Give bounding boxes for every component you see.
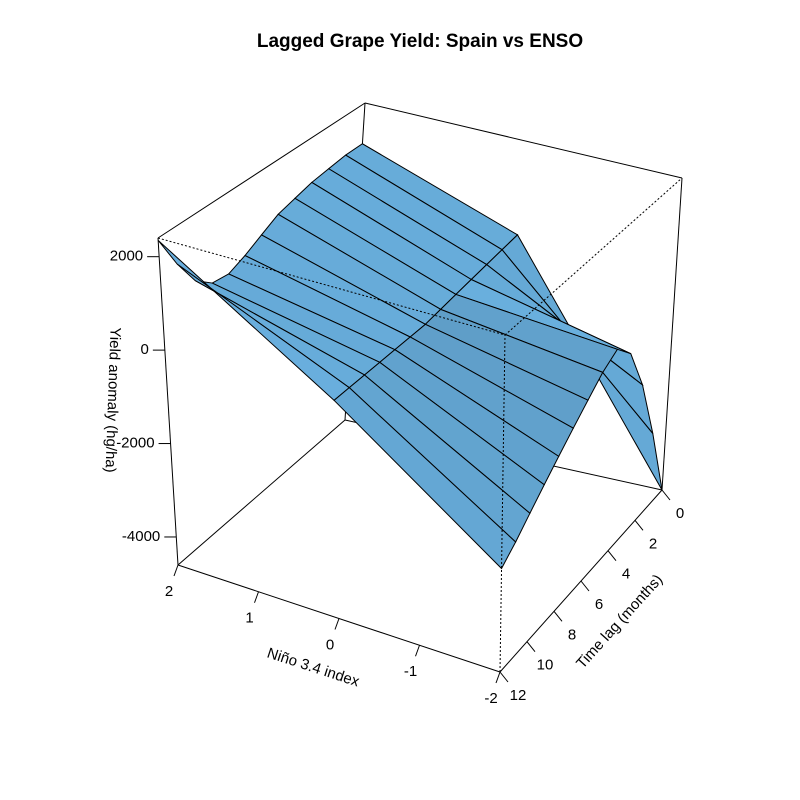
x-tick [495, 671, 501, 684]
x-tick-label: -2 [484, 690, 497, 707]
box-edge [157, 102, 366, 239]
y-tick-label: 4 [622, 566, 630, 583]
box-edge [499, 334, 506, 673]
y-tick [499, 671, 509, 683]
z-tick-label: -2000 [116, 435, 154, 452]
y-tick [634, 520, 644, 531]
y-tick-label: 2 [649, 535, 657, 552]
x-tick-label: 2 [165, 583, 173, 600]
box-edge [364, 102, 683, 179]
y-tick-label: 0 [676, 505, 684, 522]
y-axis-title: Time lag (months) [573, 571, 666, 672]
y-tick [661, 489, 671, 501]
x-tick-label: 0 [326, 636, 334, 653]
y-tick [553, 611, 563, 622]
chart-title: Lagged Grape Yield: Spain vs ENSO [257, 31, 583, 52]
box-edge [177, 419, 346, 566]
y-tick-label: 8 [568, 626, 576, 643]
y-tick-label: 10 [537, 657, 554, 674]
surface-facet [333, 386, 517, 570]
box-edge [157, 237, 506, 336]
x-tick [173, 564, 179, 577]
box-edge [661, 177, 683, 491]
y-tick [607, 550, 617, 561]
x-tick [415, 645, 420, 657]
x-tick-label: 1 [245, 610, 253, 627]
y-tick-label: 12 [510, 687, 527, 704]
box-edge [504, 177, 683, 336]
x-tick [254, 591, 259, 603]
y-tick [580, 580, 590, 592]
y-tick-label: 6 [595, 596, 603, 613]
z-axis-title: Yield anomaly (hg/ha) [101, 327, 123, 473]
z-axis-line [157, 237, 179, 566]
x-tick [334, 618, 340, 630]
y-tick [526, 641, 536, 652]
x-tick-label: -1 [404, 663, 417, 680]
x-axis-title: Niño 3.4 index [265, 645, 362, 691]
z-tick-label: -4000 [122, 528, 160, 545]
z-tick-label: 0 [141, 341, 149, 358]
z-tick-label: 2000 [110, 248, 143, 265]
